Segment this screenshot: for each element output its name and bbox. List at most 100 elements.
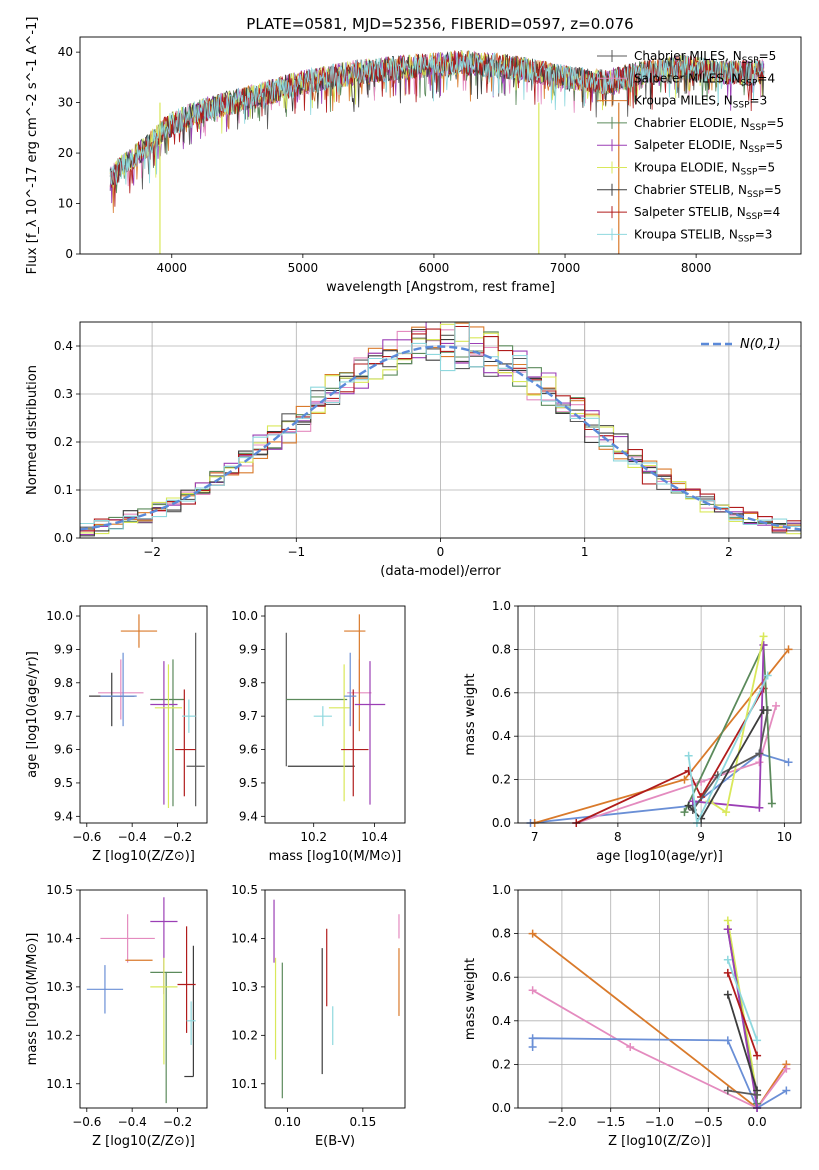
weight-marker [723, 968, 732, 977]
y-tick-label: 9.4 [54, 809, 73, 823]
age_vs_Z-points [89, 614, 205, 808]
x-tick-label: 9 [697, 830, 705, 844]
y-tick-label: 0.2 [492, 1057, 511, 1071]
x-tick-label: 7 [531, 830, 539, 844]
y-tick-label: 10 [58, 197, 73, 211]
y-tick-label: 10.3 [46, 980, 73, 994]
legend-nssp: 5 [777, 116, 785, 130]
data-point [98, 659, 144, 720]
y-tick-label: 10.0 [46, 609, 73, 623]
y-tick-label: 9.9 [54, 642, 73, 656]
weight-line [575, 688, 765, 824]
weight-marker [723, 1086, 732, 1095]
weight-marker [767, 799, 776, 808]
weight-marker [763, 671, 772, 680]
weight-marker [723, 916, 732, 925]
x-axis-label: age [log10(age/yr)] [596, 849, 723, 864]
weight-marker [723, 990, 732, 999]
x-tick-label: 8 [614, 830, 622, 844]
axes-frame [517, 605, 802, 824]
weight_vs_Z-axes: −2.0 −1.5 −1.0 −0.5 0.0 0.0 0.2 0.4 0.6 0.8 1.0 Z [… [463, 883, 801, 1149]
y-tick-label: 10.5 [231, 883, 258, 897]
weight-line [726, 920, 758, 1096]
y-tick-label: 9.5 [54, 776, 73, 790]
mass_vs_Z-axes: −0.6 −0.4 −0.2 10.1 10.2 10.3 10.4 10.5 Z [log10… [25, 883, 195, 1149]
data-point [175, 689, 196, 797]
x-tick-label: −0.4 [118, 1115, 147, 1129]
normal-curve [80, 345, 801, 531]
weight-line [532, 989, 788, 1110]
legend-nssp: 4 [767, 71, 775, 85]
data-point [344, 652, 357, 727]
legend-model-name: Kroupa STELIB [634, 227, 721, 241]
weight-marker [782, 1086, 791, 1095]
y-tick-label: 0.3 [54, 387, 73, 401]
x-tick-label: −1.5 [596, 1115, 625, 1129]
x-tick-label: 4000 [156, 261, 187, 275]
y-tick-label: 9.8 [239, 676, 258, 690]
x-axis-label: mass [log10(M/M⊙)] [269, 849, 402, 864]
data-point [186, 632, 205, 807]
age_vs_mass-axes: 10.2 10.4 9.4 9.5 9.6 9.7 9.8 9.9 10.0 mass [log1… [231, 609, 401, 864]
y-tick-label: 0 [65, 247, 73, 261]
legend-nssp: 4 [773, 205, 781, 219]
y-axis-label: mass weight [463, 673, 478, 755]
legend-nssp: 5 [767, 161, 775, 175]
axes-frame [517, 889, 802, 1109]
weight-line [726, 959, 758, 1041]
axes-frame [79, 36, 802, 255]
y-axis-label: Normed distribution [25, 365, 40, 495]
y-tick-label: 10.4 [46, 931, 73, 945]
data-point [184, 945, 194, 1078]
data-point [354, 661, 386, 805]
residual-legend: N(0,1) [701, 337, 781, 352]
x-axis-label: (data-model)/error [380, 564, 501, 579]
x-tick-label: −0.2 [163, 830, 192, 844]
weight_vs_age-axes: 7 8 9 10 0.0 0.2 0.4 0.6 0.8 1.0 age [log10(age/yr… [463, 599, 801, 864]
axes-frame [264, 889, 406, 1109]
legend-nssp: 5 [774, 183, 782, 197]
y-axis-label: mass [log10(M/M⊙)] [25, 933, 40, 1066]
weight_vs_Z-series [528, 916, 791, 1112]
weight-marker [784, 758, 793, 767]
y-tick-label: 9.7 [239, 709, 258, 723]
mass_vs_Z-points [86, 897, 196, 1104]
legend-nssp: 3 [765, 227, 773, 241]
data-point [313, 706, 332, 727]
y-axis-label: mass weight [463, 958, 478, 1040]
data-point [186, 1001, 196, 1046]
data-point [328, 664, 351, 802]
mass_vs_EBV-axes: 0.10 0.15 10.1 10.2 10.3 10.4 10.5 E(B-V) [231, 883, 376, 1149]
weight-line [726, 994, 758, 1091]
x-tick-label: −2.0 [547, 1115, 576, 1129]
x-tick-label: 10.4 [361, 830, 388, 844]
x-tick-label: 6000 [419, 261, 450, 275]
x-tick-label: 10.2 [300, 830, 327, 844]
y-tick-label: 9.6 [239, 743, 258, 757]
y-tick-label: 10.2 [46, 1028, 73, 1042]
weight-marker [753, 1090, 762, 1099]
legend-label: Salpeter MILES, NSSP=4 [634, 71, 775, 88]
data-point [177, 926, 196, 1033]
weight-marker [772, 701, 781, 710]
legend-label: Salpeter ELODIE, NSSP=5 [634, 138, 783, 155]
y-tick-label: 9.4 [239, 809, 258, 823]
y-tick-label: 1.0 [492, 883, 511, 897]
residual-histograms [80, 322, 801, 537]
legend-model-name: Kroupa ELODIE [634, 161, 724, 175]
weight-marker [723, 1036, 732, 1045]
y-tick-label: 9.8 [54, 676, 73, 690]
y-tick-label: 0.2 [54, 435, 73, 449]
spectrum-title: PLATE=0581, MJD=52356, FIBERID=0597, z=0… [246, 15, 633, 33]
weight-marker [680, 775, 689, 784]
weight-marker [688, 797, 697, 806]
legend-nssp: 5 [769, 49, 777, 63]
y-tick-label: 0.0 [54, 531, 73, 545]
legend-label: Kroupa MILES, NSSP=3 [634, 94, 767, 111]
weight-marker [684, 801, 693, 810]
y-tick-label: 0.4 [54, 339, 73, 353]
legend-model-name: Kroupa MILES [634, 94, 716, 108]
age_vs_Z-axes: −0.6 −0.4 −0.2 9.4 9.5 9.6 9.7 9.8 9.9 10.0 Z [log… [25, 609, 195, 864]
y-tick-label: 30 [58, 96, 73, 110]
weight-marker [684, 751, 693, 760]
